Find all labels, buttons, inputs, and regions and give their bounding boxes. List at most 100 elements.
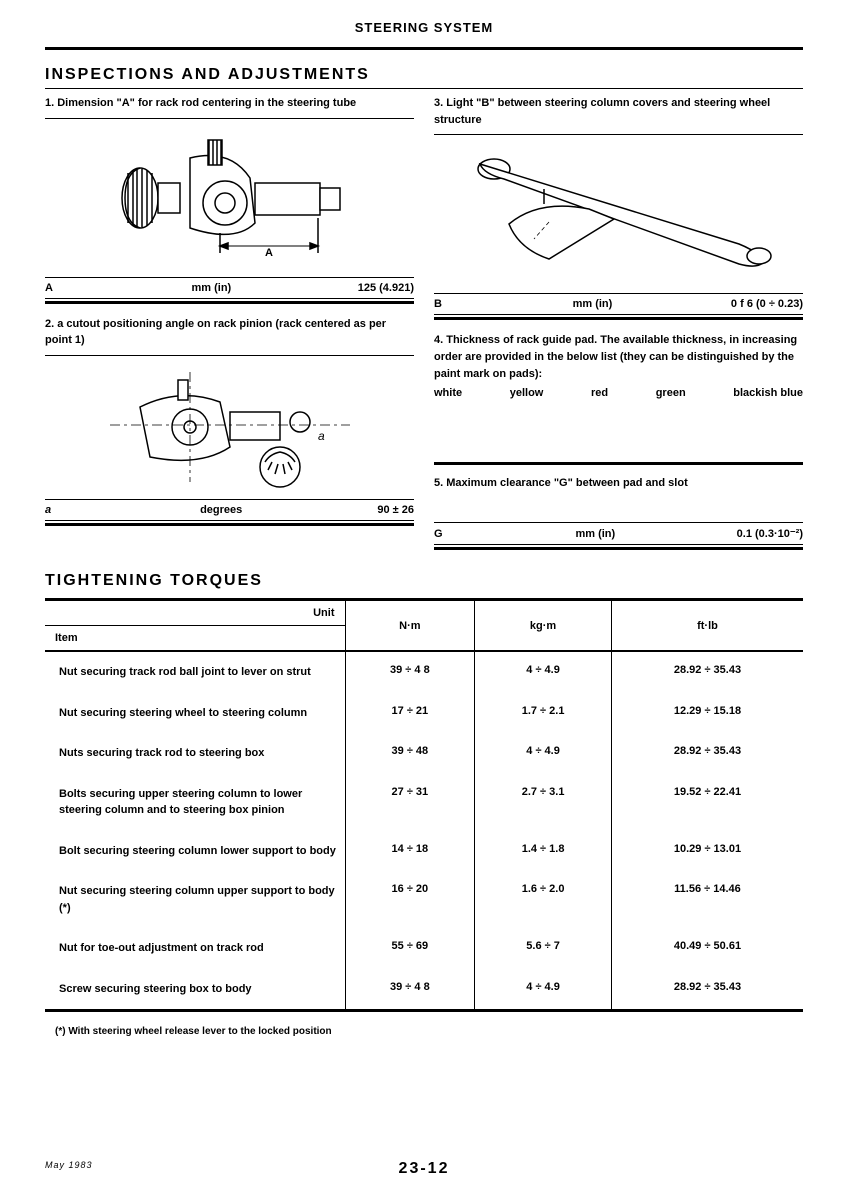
row-value: 28.92 ÷ 35.43 (611, 969, 803, 1011)
row-value: 1.7 ÷ 2.1 (475, 693, 612, 734)
item5-value: 0.1 (0.3·10⁻²) (737, 527, 803, 540)
right-column: 3. Light "B" between steering column cov… (434, 95, 803, 550)
divider (434, 547, 803, 550)
row-value: 2.7 ÷ 3.1 (475, 774, 612, 831)
item5-measure: G mm (in) 0.1 (0.3·10⁻²) (434, 522, 803, 545)
item3-heading: 3. Light "B" between steering column cov… (434, 95, 803, 128)
column-cover-icon (449, 144, 789, 284)
row-value: 39 ÷ 4 8 (345, 969, 475, 1011)
row-item: Bolts securing upper steering column to … (45, 774, 345, 831)
torque-table: Unit Item N·m kg·m ft·lb Nut securing tr… (45, 598, 803, 1012)
color-blackish-blue: blackish blue (733, 387, 803, 399)
color-yellow: yellow (510, 387, 544, 399)
table-row: Screw securing steering box to body39 ÷ … (45, 969, 803, 1011)
row-item: Screw securing steering box to body (45, 969, 345, 1011)
row-value: 39 ÷ 48 (345, 733, 475, 774)
inspections-columns: 1. Dimension "A" for rack rod centering … (45, 95, 803, 550)
item5-heading: 5. Maximum clearance "G" between pad and… (434, 475, 803, 492)
row-value: 5.6 ÷ 7 (475, 928, 612, 969)
color-green: green (656, 387, 686, 399)
pinion-angle-icon: a (100, 362, 360, 492)
table-row: Nut for toe-out adjustment on track rod5… (45, 928, 803, 969)
svg-text:a: a (318, 429, 325, 443)
footnote: (*) With steering wheel release lever to… (55, 1026, 803, 1037)
row-item: Nuts securing track rod to steering box (45, 733, 345, 774)
table-row: Nuts securing track rod to steering box3… (45, 733, 803, 774)
col-nm: N·m (345, 600, 475, 652)
item1-measure: A mm (in) 125 (4.921) (45, 277, 414, 299)
diagram-column-cover (434, 139, 803, 289)
row-value: 39 ÷ 4 8 (345, 651, 475, 693)
color-red: red (591, 387, 608, 399)
divider (434, 317, 803, 320)
row-value: 1.4 ÷ 1.8 (475, 831, 612, 872)
col-ftlb: ft·lb (611, 600, 803, 652)
item3-measure: B mm (in) 0 f 6 (0 ÷ 0.23) (434, 293, 803, 315)
left-column: 1. Dimension "A" for rack rod centering … (45, 95, 414, 550)
item1-symbol: A (45, 282, 65, 294)
item2-symbol: a (45, 504, 65, 516)
divider (45, 88, 803, 89)
item2-measure: a degrees 90 ± 26 (45, 499, 414, 521)
torque-body: Nut securing track rod ball joint to lev… (45, 651, 803, 1011)
table-row: Bolts securing upper steering column to … (45, 774, 803, 831)
item4-heading: 4. Thickness of rack guide pad. The avai… (434, 332, 803, 383)
row-value: 14 ÷ 18 (345, 831, 475, 872)
row-value: 28.92 ÷ 35.43 (611, 651, 803, 693)
item2-unit: degrees (65, 504, 377, 516)
col-kgm: kg·m (475, 600, 612, 652)
footer-date: May 1983 (45, 1160, 93, 1170)
section-title-inspections: INSPECTIONS AND ADJUSTMENTS (45, 66, 803, 84)
row-value: 4 ÷ 4.9 (475, 651, 612, 693)
rack-rod-icon: A (90, 128, 370, 268)
header-item-label: Item (45, 626, 345, 650)
table-row: Nut securing track rod ball joint to lev… (45, 651, 803, 693)
row-value: 1.6 ÷ 2.0 (475, 871, 612, 928)
row-value: 40.49 ÷ 50.61 (611, 928, 803, 969)
divider (45, 355, 414, 356)
table-header-item: Unit Item (45, 600, 345, 652)
item5-symbol: G (434, 528, 454, 540)
item1-heading: 1. Dimension "A" for rack rod centering … (45, 95, 414, 112)
row-value: 10.29 ÷ 13.01 (611, 831, 803, 872)
item3-symbol: B (434, 298, 454, 310)
color-white: white (434, 387, 462, 399)
item3-unit: mm (in) (454, 298, 731, 310)
table-header-row: Unit Item N·m kg·m ft·lb (45, 600, 803, 652)
divider (45, 301, 414, 304)
diagram-pinion-angle: a (45, 360, 414, 495)
row-item: Nut for toe-out adjustment on track rod (45, 928, 345, 969)
table-row: Bolt securing steering column lower supp… (45, 831, 803, 872)
divider (434, 462, 803, 465)
section-title-torques: TIGHTENING TORQUES (45, 572, 803, 590)
divider (45, 47, 803, 50)
svg-text:A: A (265, 247, 273, 259)
row-item: Bolt securing steering column lower supp… (45, 831, 345, 872)
row-value: 28.92 ÷ 35.43 (611, 733, 803, 774)
row-item: Nut securing track rod ball joint to lev… (45, 651, 345, 693)
diagram-rack-rod: A (45, 123, 414, 273)
item1-unit: mm (in) (65, 282, 358, 294)
item5-unit: mm (in) (454, 528, 737, 540)
row-value: 4 ÷ 4.9 (475, 969, 612, 1011)
color-list: white yellow red green blackish blue (434, 387, 803, 399)
row-value: 27 ÷ 31 (345, 774, 475, 831)
item1-value: 125 (4.921) (358, 282, 414, 294)
row-item: Nut securing steering column upper suppo… (45, 871, 345, 928)
item2-value: 90 ± 26 (377, 504, 414, 516)
row-value: 19.52 ÷ 22.41 (611, 774, 803, 831)
page-footer: May 1983 23-12 (45, 1160, 803, 1170)
row-value: 55 ÷ 69 (345, 928, 475, 969)
row-value: 16 ÷ 20 (345, 871, 475, 928)
row-item: Nut securing steering wheel to steering … (45, 693, 345, 734)
row-value: 17 ÷ 21 (345, 693, 475, 734)
table-row: Nut securing steering wheel to steering … (45, 693, 803, 734)
header-unit-label: Unit (45, 601, 345, 626)
page-number: 23-12 (399, 1160, 450, 1178)
item3-value: 0 f 6 (0 ÷ 0.23) (731, 298, 803, 310)
page-header: STEERING SYSTEM (45, 20, 803, 35)
row-value: 11.56 ÷ 14.46 (611, 871, 803, 928)
divider (45, 523, 414, 526)
divider (434, 134, 803, 135)
item2-heading: 2. a cutout positioning angle on rack pi… (45, 316, 414, 349)
